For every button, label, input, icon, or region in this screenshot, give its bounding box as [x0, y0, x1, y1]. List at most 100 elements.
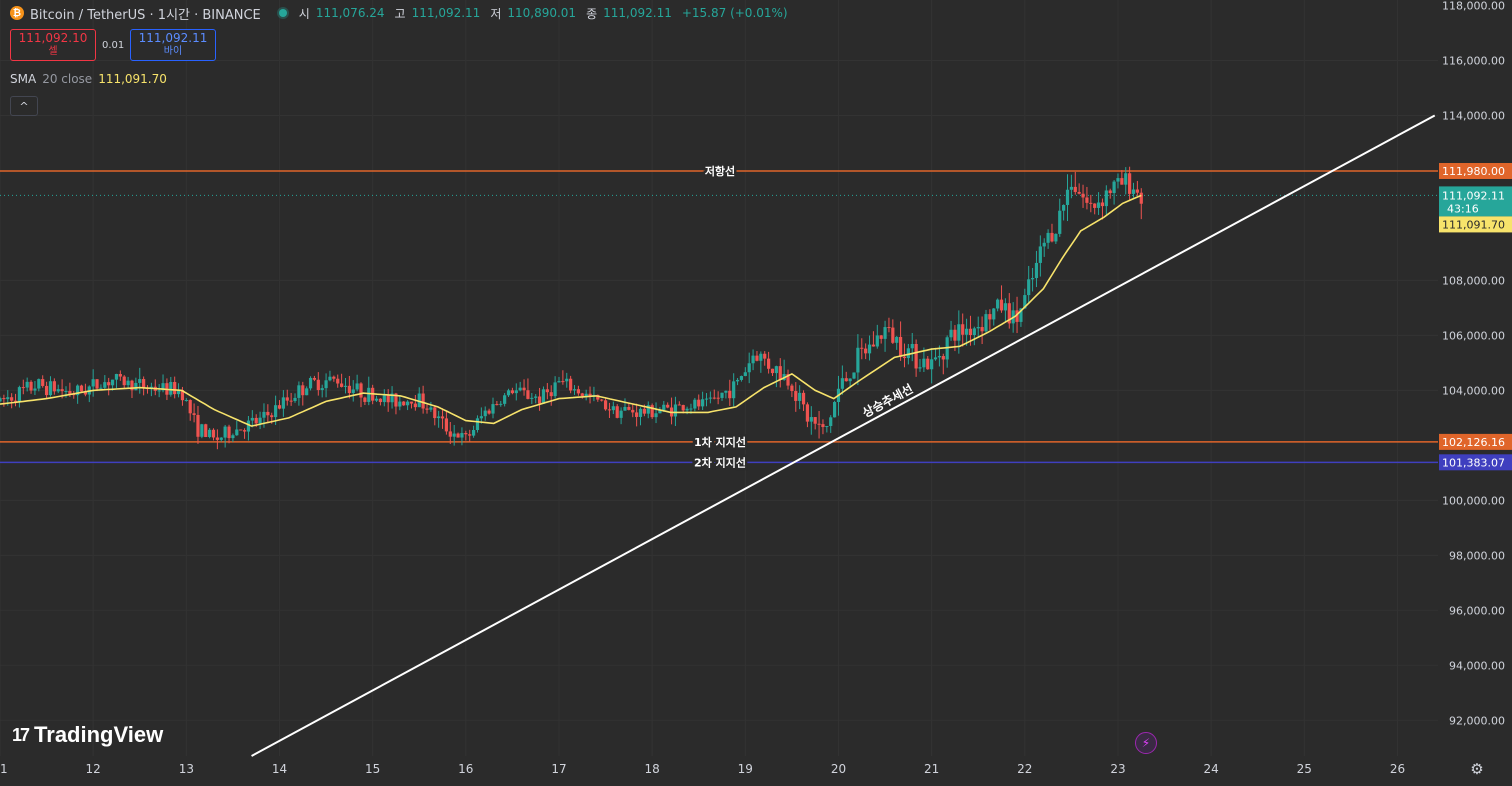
bolt-icon[interactable]: ⚡ [1135, 732, 1157, 754]
price-tags: 111,980.00 102,126.16 101,383.07 111,092.11… [1439, 162, 1512, 471]
candle-body [743, 372, 747, 377]
candle-body [99, 387, 103, 389]
candle-body [95, 379, 99, 389]
candle-body [514, 390, 518, 394]
candle-body [561, 381, 565, 383]
x-tick-label: 18 [645, 762, 660, 776]
level-label: 저항선 [705, 164, 735, 178]
candle-body [728, 390, 732, 399]
price-axis[interactable]: 116,000.00 114,000.00 108,000.00 106,000.00… [1442, 0, 1505, 727]
candle-body [107, 382, 111, 386]
close-label: 종 [586, 6, 598, 21]
tradingview-watermark[interactable]: 17 TradingView [12, 722, 163, 748]
y-tick-label: 98,000.00 [1449, 549, 1505, 562]
candle-body [996, 299, 1000, 309]
candle-body [1073, 186, 1077, 192]
open-label: 시 [298, 6, 310, 21]
candle-body [902, 356, 907, 359]
symbol-title[interactable]: Bitcoin / TetherUS · 1시간 · BINANCE [30, 7, 261, 23]
level-price-tag [1439, 454, 1512, 471]
candle-body [56, 389, 60, 392]
candle-body [103, 382, 107, 388]
watermark-text: TradingView [34, 722, 164, 747]
candle-body [118, 373, 122, 377]
candle-body [999, 299, 1004, 311]
high-value: 111,092.11 [411, 6, 481, 20]
candle-body [126, 380, 130, 386]
candle-body [1112, 181, 1116, 194]
candle-body [285, 397, 289, 401]
candle-body [227, 426, 231, 439]
time-axis[interactable]: 11 12 13 14 15 16 17 18 19 20 21 22 23 24 25 26 [0, 762, 1405, 776]
candle-body [242, 430, 247, 432]
candle-body [161, 383, 165, 391]
candle-body [603, 400, 608, 410]
candle-body [930, 359, 934, 370]
settings-gear-icon[interactable]: ⚙ [1470, 760, 1484, 778]
candle-body [677, 404, 681, 406]
candle-body [76, 385, 80, 396]
candle-body [215, 437, 219, 440]
candle-body [0, 398, 2, 402]
candle-body [79, 385, 84, 392]
buy-price: 111,092.11 [138, 31, 208, 45]
candle-body [503, 395, 507, 404]
candle-body [258, 417, 262, 424]
candle-body [1128, 173, 1132, 194]
candle-body [813, 417, 817, 424]
candle-body [184, 400, 188, 402]
candle-body [468, 434, 472, 436]
candle-body [196, 414, 200, 437]
candle-body [817, 423, 821, 425]
x-tick-label: 19 [738, 762, 753, 776]
candle-body [627, 406, 631, 410]
candle-body [64, 390, 68, 392]
y-tick-label: 104,000.00 [1442, 384, 1505, 397]
buy-button[interactable]: 111,092.11 바이 [130, 29, 216, 61]
candle-body [188, 400, 192, 414]
candle-body [534, 396, 538, 398]
candle-body [390, 393, 394, 403]
candle-body [871, 344, 876, 347]
candle-body [1058, 210, 1062, 234]
candle-body [1108, 190, 1112, 194]
candle-body [875, 335, 879, 347]
candle-body [887, 327, 891, 329]
candle-body [1139, 192, 1143, 204]
candle-body [239, 429, 243, 431]
candle-body [204, 424, 208, 438]
candle-body [293, 397, 297, 402]
candle-body [340, 383, 344, 387]
candle-body [444, 418, 449, 432]
candle-body [25, 381, 29, 388]
candle-body [689, 408, 693, 410]
candle-body [1093, 203, 1097, 208]
candle-body [200, 424, 204, 437]
sell-button[interactable]: 111,092.10 셀 [10, 29, 96, 61]
sma-price-value: 111,091.70 [1442, 218, 1505, 231]
candle-body [724, 390, 728, 393]
collapse-legend-button[interactable]: ^ [10, 96, 38, 116]
candle-body [541, 389, 546, 404]
candle-body [549, 392, 553, 397]
candle-body [767, 358, 771, 369]
candle-body [52, 381, 56, 392]
x-tick-label: 11 [0, 762, 8, 776]
sma-price-tag [1439, 216, 1512, 233]
high-label: 고 [394, 6, 406, 21]
y-tick-label: 92,000.00 [1449, 714, 1505, 727]
market-status-icon[interactable] [278, 9, 287, 17]
candle-body [386, 395, 390, 403]
candle-body [747, 363, 751, 373]
candle-body [429, 407, 433, 410]
candle-body [701, 399, 705, 407]
candle-body [576, 389, 580, 394]
candle-body [41, 379, 45, 386]
level-price-tag [1439, 433, 1512, 450]
candle-body [1085, 197, 1089, 203]
candle-body [864, 348, 868, 354]
candle-body [693, 399, 697, 409]
candle-body [910, 343, 914, 349]
sma-legend[interactable]: SMA 20 close 111,091.70 [10, 72, 167, 86]
